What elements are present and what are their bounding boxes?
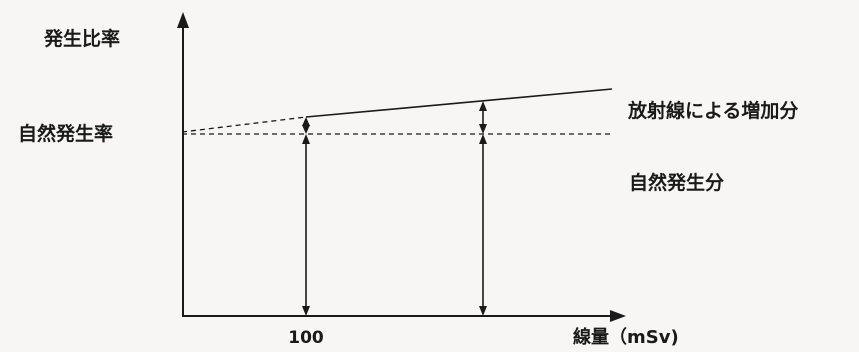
radiation-increase-label: 放射線による増加分 bbox=[627, 99, 798, 122]
arrow-increase-at-100 bbox=[302, 117, 310, 134]
x-axis-arrowhead bbox=[610, 310, 626, 322]
x-tick-label-100: 100 bbox=[288, 328, 324, 348]
rate-line bbox=[305, 88, 613, 118]
natural-part-label: 自然発生分 bbox=[629, 171, 724, 194]
y-axis-arrowhead bbox=[177, 12, 189, 28]
natural-rate-label: 自然発生率 bbox=[18, 122, 113, 145]
extrapolated-rate-line bbox=[181, 116, 307, 133]
arrow-increase-high-dose bbox=[479, 101, 487, 134]
x-axis-label: 線量（mSv) bbox=[573, 326, 679, 348]
arrow-natural-at-100 bbox=[302, 134, 310, 316]
y-axis-label: 発生比率 bbox=[43, 27, 120, 50]
arrow-natural-high-dose bbox=[479, 134, 487, 316]
